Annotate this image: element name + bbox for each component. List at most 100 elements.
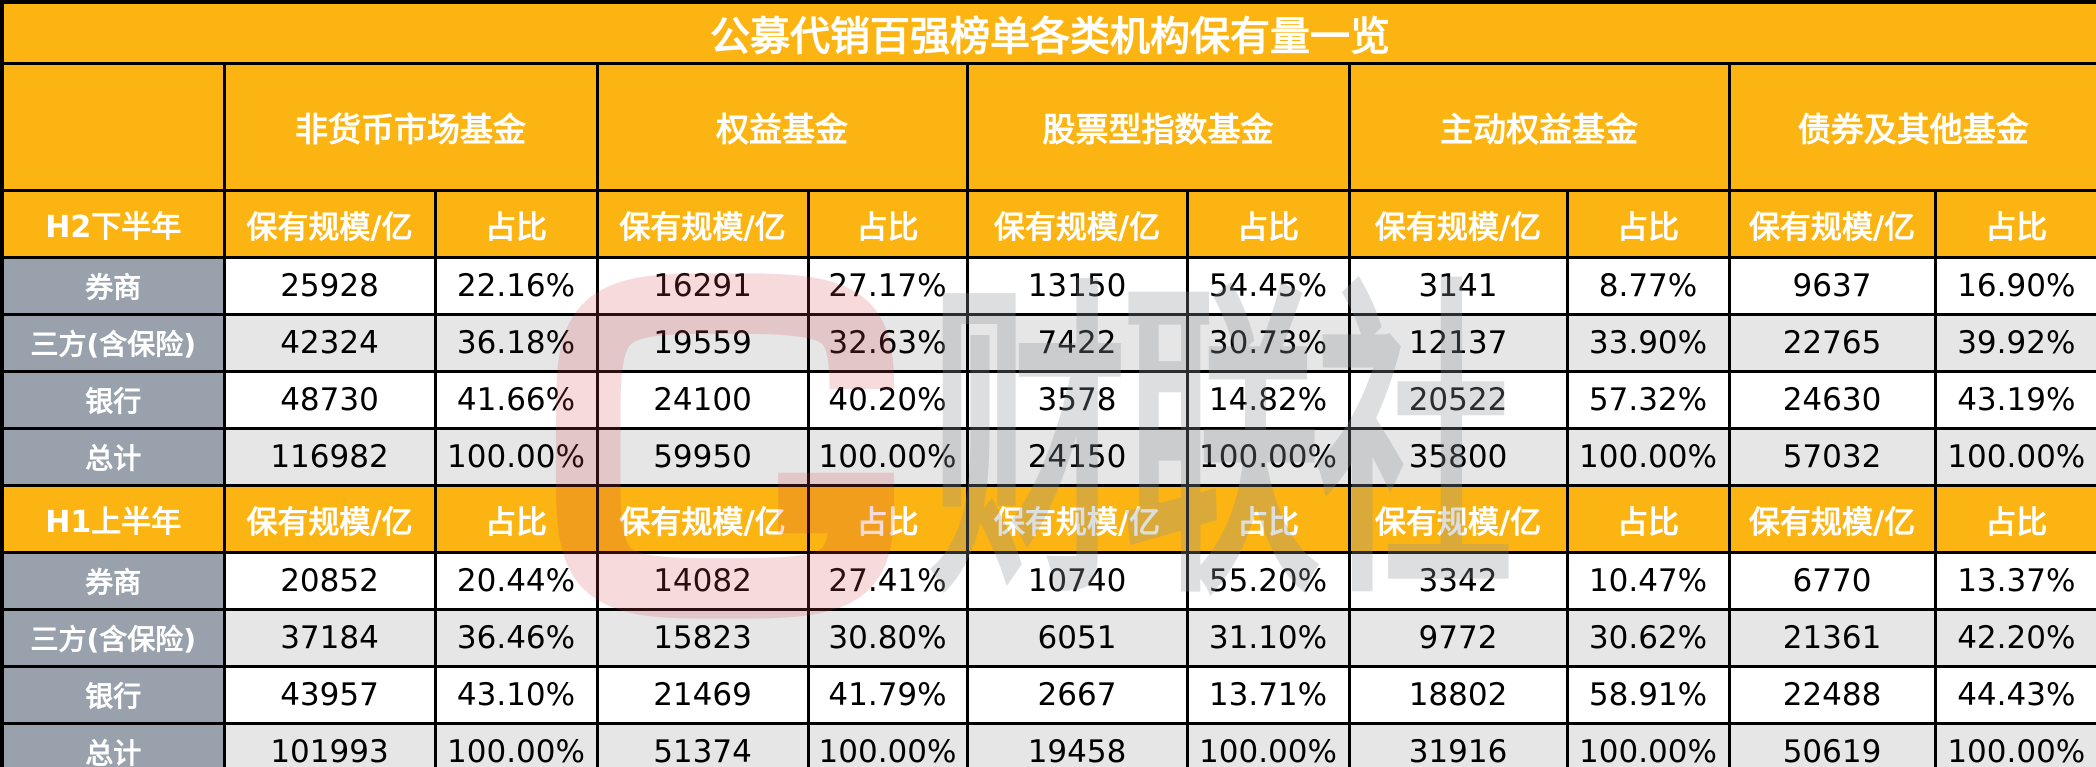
scale-value-cell: 6051 — [965, 608, 1189, 668]
scale-value-cell: 9772 — [1347, 608, 1569, 668]
scale-value-cell: 12137 — [1347, 313, 1569, 373]
subheader-share: 占比 — [1565, 484, 1731, 554]
share-value-cell: 8.77% — [1565, 256, 1731, 316]
scale-value-cell: 59950 — [595, 427, 810, 487]
scale-value-cell: 15823 — [595, 608, 810, 668]
scale-value-cell: 24100 — [595, 370, 810, 430]
share-value-cell: 20.44% — [433, 551, 599, 611]
row-label: 总计 — [0, 722, 226, 767]
subheader-scale: 保有规模/亿 — [1347, 189, 1569, 259]
scale-value-cell: 6770 — [1727, 551, 1937, 611]
share-value-cell: 100.00% — [1565, 722, 1731, 767]
scale-value-cell: 14082 — [595, 551, 810, 611]
scale-value-cell: 37184 — [222, 608, 437, 668]
scale-value-cell: 21469 — [595, 665, 810, 725]
scale-value-cell: 21361 — [1727, 608, 1937, 668]
scale-value-cell: 24630 — [1727, 370, 1937, 430]
share-value-cell: 100.00% — [1565, 427, 1731, 487]
group-header-row: 非货币市场基金 权益基金 股票型指数基金 主动权益基金 债券及其他基金 — [0, 62, 2096, 192]
row-label: 银行 — [0, 370, 226, 430]
share-value-cell: 43.19% — [1933, 370, 2096, 430]
table-title: 公募代销百强榜单各类机构保有量一览 — [0, 0, 2096, 65]
share-value-cell: 16.90% — [1933, 256, 2096, 316]
share-value-cell: 54.45% — [1185, 256, 1351, 316]
share-value-cell: 13.71% — [1185, 665, 1351, 725]
group-header-stock-index-fund: 股票型指数基金 — [965, 62, 1351, 192]
share-value-cell: 30.62% — [1565, 608, 1731, 668]
share-value-cell: 36.18% — [433, 313, 599, 373]
scale-value-cell: 50619 — [1727, 722, 1937, 767]
row-label: 券商 — [0, 256, 226, 316]
scale-value-cell: 42324 — [222, 313, 437, 373]
share-value-cell: 41.79% — [806, 665, 969, 725]
subheader-scale: 保有规模/亿 — [965, 484, 1189, 554]
share-value-cell: 39.92% — [1933, 313, 2096, 373]
group-header-equity-fund: 权益基金 — [595, 62, 969, 192]
subheader-share: 占比 — [806, 484, 969, 554]
scale-value-cell: 19458 — [965, 722, 1189, 767]
scale-value-cell: 2667 — [965, 665, 1189, 725]
period-header-row: H2下半年 保有规模/亿 占比 保有规模/亿 占比 保有规模/亿 占比 保有规模/亿 占比 保有规… — [0, 189, 2096, 259]
share-value-cell: 30.73% — [1185, 313, 1351, 373]
scale-value-cell: 16291 — [595, 256, 810, 316]
subheader-share: 占比 — [1565, 189, 1731, 259]
title-row: 公募代销百强榜单各类机构保有量一览 — [0, 0, 2096, 65]
table-row: 总计 116982 100.00% 59950 100.00% 24150 100.00% 3… — [0, 427, 2096, 487]
scale-value-cell: 116982 — [222, 427, 437, 487]
subheader-scale: 保有规模/亿 — [1727, 189, 1937, 259]
subheader-share: 占比 — [1933, 484, 2096, 554]
subheader-share: 占比 — [433, 484, 599, 554]
share-value-cell: 100.00% — [1933, 722, 2096, 767]
table-head: 公募代销百强榜单各类机构保有量一览 非货币市场基金 权益基金 股票型指数基金 主… — [0, 0, 2096, 192]
corner-cell — [0, 62, 226, 192]
row-label: 券商 — [0, 551, 226, 611]
scale-value-cell: 101993 — [222, 722, 437, 767]
share-value-cell: 40.20% — [806, 370, 969, 430]
subheader-scale: 保有规模/亿 — [222, 189, 437, 259]
scale-value-cell: 10740 — [965, 551, 1189, 611]
share-value-cell: 22.16% — [433, 256, 599, 316]
share-value-cell: 32.63% — [806, 313, 969, 373]
share-value-cell: 55.20% — [1185, 551, 1351, 611]
share-value-cell: 27.17% — [806, 256, 969, 316]
scale-value-cell: 9637 — [1727, 256, 1937, 316]
share-value-cell: 100.00% — [433, 427, 599, 487]
scale-value-cell: 35800 — [1347, 427, 1569, 487]
share-value-cell: 36.46% — [433, 608, 599, 668]
scale-value-cell: 25928 — [222, 256, 437, 316]
subheader-scale: 保有规模/亿 — [222, 484, 437, 554]
scale-value-cell: 3141 — [1347, 256, 1569, 316]
table-row: 银行 43957 43.10% 21469 41.79% 2667 13.71% 18802 5… — [0, 665, 2096, 725]
scale-value-cell: 22488 — [1727, 665, 1937, 725]
scale-value-cell: 31916 — [1347, 722, 1569, 767]
group-header-bond-other-fund: 债券及其他基金 — [1727, 62, 2096, 192]
table-row: 券商 25928 22.16% 16291 27.17% 13150 54.45% 3141 8… — [0, 256, 2096, 316]
scale-value-cell: 43957 — [222, 665, 437, 725]
subheader-share: 占比 — [1185, 189, 1351, 259]
table-row: 银行 48730 41.66% 24100 40.20% 3578 14.82% 20522 5… — [0, 370, 2096, 430]
share-value-cell: 100.00% — [806, 427, 969, 487]
table-row: 三方(含保险) 42324 36.18% 19559 32.63% 7422 30.73% 1… — [0, 313, 2096, 373]
scale-value-cell: 20522 — [1347, 370, 1569, 430]
subheader-scale: 保有规模/亿 — [1347, 484, 1569, 554]
table-row: 券商 20852 20.44% 14082 27.41% 10740 55.20% 3342 1… — [0, 551, 2096, 611]
share-value-cell: 44.43% — [1933, 665, 2096, 725]
scale-value-cell: 48730 — [222, 370, 437, 430]
row-label: 三方(含保险) — [0, 608, 226, 668]
subheader-scale: 保有规模/亿 — [595, 189, 810, 259]
share-value-cell: 33.90% — [1565, 313, 1731, 373]
subheader-share: 占比 — [433, 189, 599, 259]
subheader-share: 占比 — [1185, 484, 1351, 554]
subheader-share: 占比 — [1933, 189, 2096, 259]
share-value-cell: 58.91% — [1565, 665, 1731, 725]
scale-value-cell: 20852 — [222, 551, 437, 611]
period-label: H2下半年 — [0, 189, 226, 259]
share-value-cell: 57.32% — [1565, 370, 1731, 430]
share-value-cell: 14.82% — [1185, 370, 1351, 430]
table-body: H2下半年 保有规模/亿 占比 保有规模/亿 占比 保有规模/亿 占比 保有规模/亿 占比 保有规… — [0, 189, 2096, 767]
share-value-cell: 43.10% — [433, 665, 599, 725]
share-value-cell: 10.47% — [1565, 551, 1731, 611]
row-label: 总计 — [0, 427, 226, 487]
